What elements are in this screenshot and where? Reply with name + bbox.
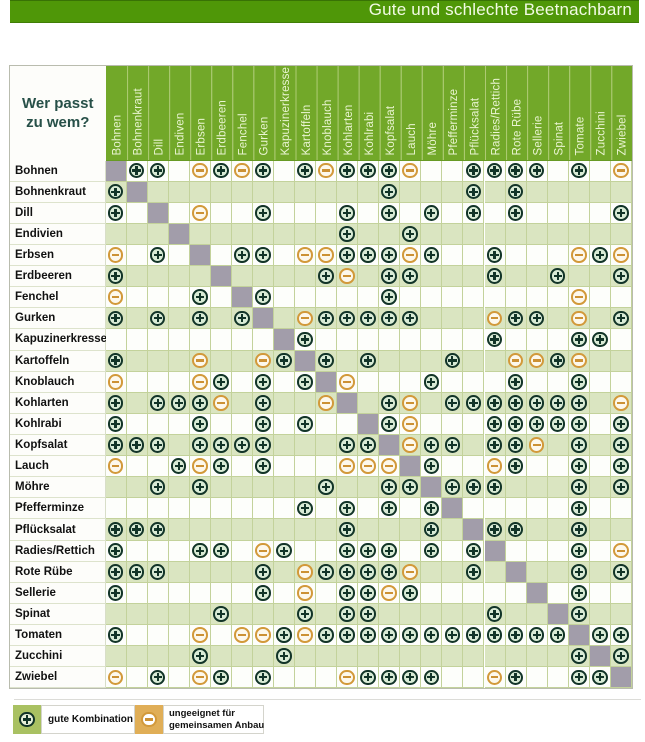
svg-text:Sellerie: Sellerie xyxy=(532,116,544,156)
svg-text:Bohnen: Bohnen xyxy=(111,115,123,156)
svg-text:Pflücksalat: Pflücksalat xyxy=(469,97,481,155)
svg-text:Tomate: Tomate xyxy=(574,117,586,156)
svg-text:Kopfsalat: Kopfsalat xyxy=(385,105,397,155)
svg-text:Gurken: Gurken xyxy=(258,117,270,156)
svg-text:Fenchel: Fenchel xyxy=(237,113,249,155)
svg-text:Knoblauch: Knoblauch xyxy=(321,99,333,155)
svg-text:Möhre: Möhre xyxy=(427,122,439,156)
svg-text:Radies/Rettich: Radies/Rettich xyxy=(490,78,502,156)
svg-text:Bohnenkraut: Bohnenkraut xyxy=(132,87,144,155)
svg-text:Zucchini: Zucchini xyxy=(595,111,607,155)
svg-text:Zwiebel: Zwiebel xyxy=(616,114,628,155)
svg-text:Endiven: Endiven xyxy=(174,113,186,156)
svg-text:Kapuzinerkresse: Kapuzinerkresse xyxy=(279,67,291,156)
svg-text:Kohlarten: Kohlarten xyxy=(342,104,354,155)
svg-text:Erbsen: Erbsen xyxy=(195,118,207,156)
svg-text:Kartoffeln: Kartoffeln xyxy=(300,104,312,155)
svg-text:Kohlrabi: Kohlrabi xyxy=(364,112,376,156)
svg-text:Lauch: Lauch xyxy=(406,123,418,155)
svg-text:Erdbeeren: Erdbeeren xyxy=(216,100,228,156)
svg-text:Rote Rübe: Rote Rübe xyxy=(511,99,523,156)
svg-text:Pfefferminze: Pfefferminze xyxy=(448,89,460,156)
svg-text:Spinat: Spinat xyxy=(553,121,565,155)
svg-text:Dill: Dill xyxy=(153,139,165,156)
